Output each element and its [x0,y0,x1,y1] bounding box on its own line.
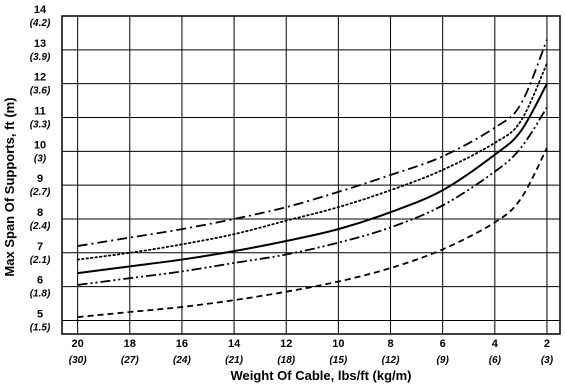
y-tick-label: 6 [37,275,43,287]
x-tick-sublabel: (21) [225,355,243,366]
x-tick-label: 16 [176,338,188,350]
y-tick-sublabel: (1.5) [30,322,51,333]
y-tick-label: 5 [37,308,43,320]
series-lines [76,39,548,318]
y-tick-sublabel: (3.3) [30,119,51,130]
x-axis-label: Weight Of Cable, lbs/ft (kg/m) [230,368,411,383]
x-tick-label: 6 [440,338,446,350]
y-tick-label: 12 [34,72,46,84]
y-tick-sublabel: (3.9) [30,52,51,63]
series-line-dashed [77,147,548,318]
x-tick-sublabel: (24) [173,355,191,366]
y-tick-label: 13 [34,38,46,50]
x-tick-label: 14 [228,338,241,350]
y-tick-sublabel: (4.2) [30,18,51,29]
y-tick-sublabel: (2.1) [30,255,51,266]
x-tick-label: 18 [124,338,136,350]
y-tick-label: 10 [34,139,46,151]
y-tick-sublabel: (3) [34,153,47,164]
y-tick-label: 7 [37,241,43,253]
x-tick-label: 4 [492,338,499,350]
y-tick-label: 9 [37,173,43,185]
x-tick-sublabel: (27) [121,355,139,366]
series-line-dotted [76,62,548,261]
x-tick-sublabel: (6) [489,355,502,366]
x-tick-sublabel: (3) [541,355,554,366]
x-tick-sublabel: (12) [382,355,400,366]
y-tick-label: 14 [34,4,47,16]
y-axis-label: Max Span Of Supports, ft (m) [2,97,17,276]
y-tick-labels: 14 (4.2) 13 (3.9) 12 (3.6) 11 (3.3) 10 (3) 9 (2.7) 8… [30,4,51,333]
x-tick-sublabel: (30) [69,355,87,366]
plot-frame [61,15,561,335]
x-tick-label: 10 [332,338,344,350]
y-tick-sublabel: (2.4) [30,221,51,232]
y-tick-label: 8 [37,207,43,219]
x-tick-label: 12 [280,338,292,350]
y-tick-label: 11 [34,105,46,117]
x-tick-labels: 20 (30) 18 (27) 16 (24) 14 (21) 12 (18) 10 (15) 8 (12… [69,338,554,366]
series-line-dash-dot [77,39,548,247]
y-tick-sublabel: (2.7) [30,187,51,198]
y-tick-sublabel: (1.8) [30,289,51,300]
x-tick-label: 8 [387,338,393,350]
series-line-solid [77,83,548,275]
x-tick-label: 20 [72,338,84,350]
x-tick-label: 2 [544,338,550,350]
x-tick-sublabel: (15) [329,355,347,366]
series-line-dash-dot-dot [77,106,548,286]
x-tick-sublabel: (18) [277,355,295,366]
x-tick-sublabel: (9) [437,355,450,366]
y-tick-sublabel: (3.6) [30,86,51,97]
